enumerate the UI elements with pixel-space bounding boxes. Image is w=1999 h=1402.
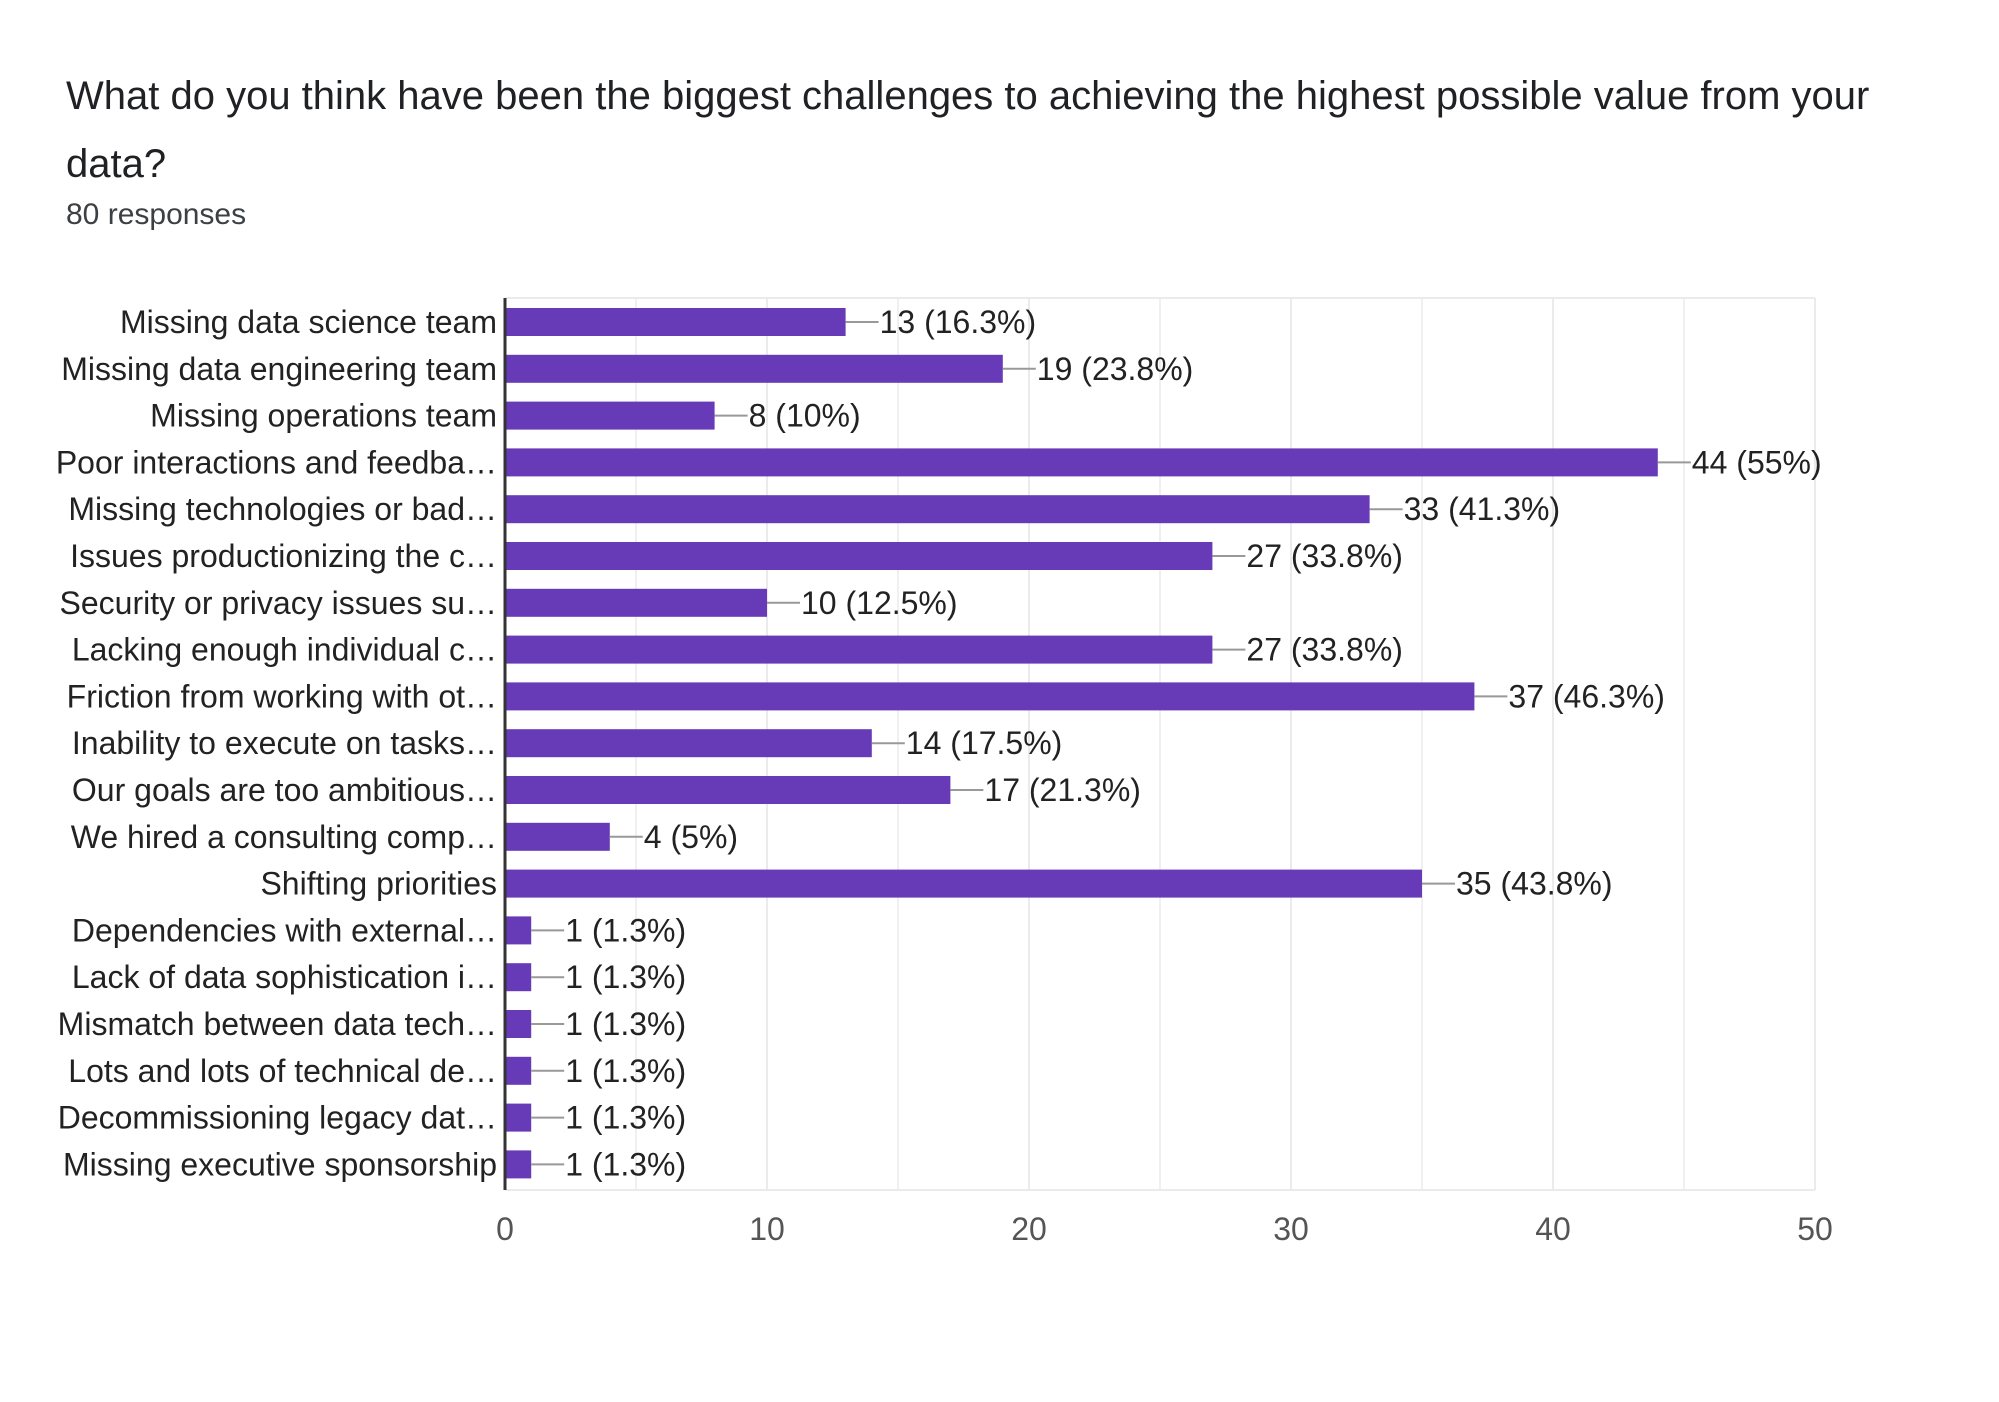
category-label: Shifting priorities [260, 866, 497, 902]
bar [505, 682, 1475, 711]
bar [505, 542, 1213, 570]
bar [505, 1056, 532, 1085]
bar [505, 308, 846, 336]
category-label: Decommissioning legacy dat… [58, 1100, 497, 1136]
data-label: 14 (17.5%) [906, 725, 1063, 761]
data-label: 1 (1.3%) [565, 959, 686, 995]
category-label: Our goals are too ambitious… [72, 772, 497, 808]
bar [505, 916, 532, 945]
bar [505, 1103, 532, 1132]
category-label: Inability to execute on tasks… [72, 725, 497, 761]
labels: 0 10 20 30 40 50 Missing data science team 13 (… [56, 304, 1833, 1247]
x-tick-label: 50 [1797, 1211, 1833, 1247]
data-label: 1 (1.3%) [565, 1006, 686, 1042]
data-label: 1 (1.3%) [565, 1146, 686, 1182]
bars [505, 308, 1658, 1179]
grid-lines [505, 297, 1816, 1191]
data-label: 1 (1.3%) [565, 1100, 686, 1136]
category-label: Poor interactions and feedba… [56, 444, 497, 480]
x-tick-label: 20 [1011, 1211, 1047, 1247]
category-label: Missing executive sponsorship [63, 1146, 497, 1182]
data-label: 13 (16.3%) [880, 304, 1037, 340]
x-tick-label: 40 [1535, 1211, 1571, 1247]
data-label: 35 (43.8%) [1456, 866, 1613, 902]
category-label: Issues productionizing the c… [70, 538, 497, 574]
category-label: We hired a consulting comp… [71, 819, 497, 855]
bar [505, 963, 532, 992]
data-label: 27 (33.8%) [1246, 538, 1403, 574]
x-tick-label: 30 [1273, 1211, 1309, 1247]
bar [505, 1010, 532, 1038]
data-label: 33 (41.3%) [1404, 491, 1561, 527]
data-label: 10 (12.5%) [801, 585, 958, 621]
bar [505, 354, 1003, 383]
bar [505, 729, 872, 758]
category-label: Mismatch between data tech… [58, 1006, 497, 1042]
category-label: Missing data science team [120, 304, 497, 340]
category-label: Dependencies with external… [72, 912, 497, 948]
response-count: 80 responses [66, 198, 247, 231]
bar [505, 401, 715, 430]
bar [505, 1150, 532, 1179]
bar [505, 448, 1658, 477]
data-label: 1 (1.3%) [565, 1053, 686, 1089]
category-label: Lots and lots of technical de… [68, 1053, 497, 1089]
data-label: 37 (46.3%) [1508, 678, 1665, 714]
data-label: 44 (55%) [1692, 444, 1822, 480]
bar [505, 822, 610, 851]
category-label: Missing data engineering team [61, 351, 497, 387]
bar [505, 635, 1213, 664]
data-label: 19 (23.8%) [1037, 351, 1194, 387]
data-label: 27 (33.8%) [1246, 632, 1403, 668]
data-label: 4 (5%) [644, 819, 738, 855]
data-label: 8 (10%) [749, 398, 861, 434]
data-label: 17 (21.3%) [984, 772, 1141, 808]
bar [505, 776, 951, 804]
bar [505, 588, 767, 617]
question-title: What do you think have been the biggest … [66, 74, 1870, 186]
category-label: Missing technologies or bad… [68, 491, 497, 527]
category-label: Missing operations team [150, 398, 497, 434]
x-tick-label: 0 [496, 1211, 514, 1247]
x-tick-label: 10 [749, 1211, 785, 1247]
data-label: 1 (1.3%) [565, 912, 686, 948]
bar [505, 869, 1422, 898]
category-label: Friction from working with ot… [67, 678, 497, 714]
category-label: Lacking enough individual c… [72, 632, 497, 668]
category-label: Lack of data sophistication i… [72, 959, 497, 995]
category-label: Security or privacy issues su… [60, 585, 497, 621]
bar [505, 495, 1370, 524]
